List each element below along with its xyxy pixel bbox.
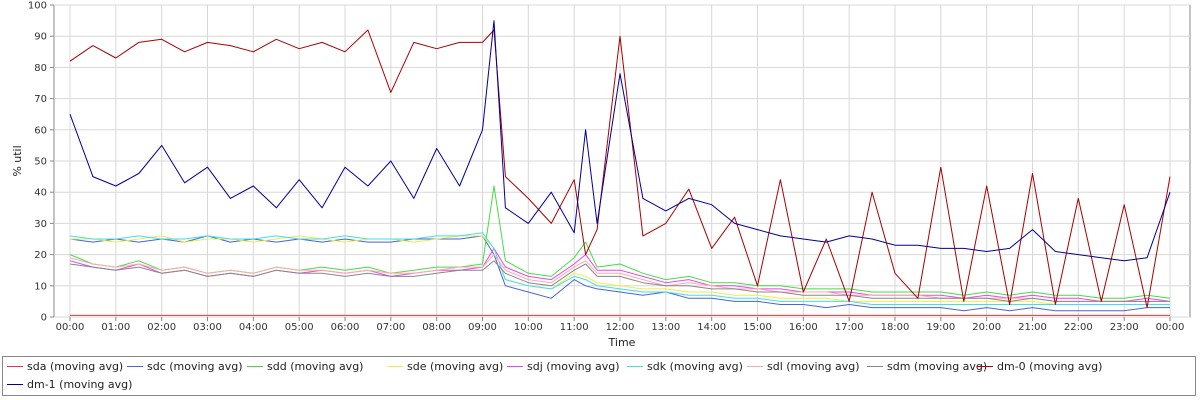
x-tick-label: 20:00 (972, 322, 1001, 333)
series-line-dm-1 (69, 20, 1171, 262)
x-tick-label: 04:00 (239, 322, 268, 333)
y-tick-label: 90 (34, 32, 47, 43)
y-tick-label: 60 (34, 125, 47, 136)
x-tick-label: 01:00 (101, 322, 130, 333)
legend-label: sdj (moving avg) (527, 360, 620, 373)
x-tick-label: 02:00 (147, 322, 176, 333)
legend-label: sde (moving avg) (407, 360, 504, 373)
x-tick-label: 21:00 (1018, 322, 1047, 333)
y-tick-label: 80 (34, 63, 47, 74)
x-tick-label: 14:00 (697, 322, 726, 333)
y-tick-label: 50 (34, 157, 47, 168)
legend-item: sdm (moving avg) (867, 359, 987, 375)
series-line-dm-0 (69, 29, 1171, 309)
x-tick-label: 19:00 (926, 322, 955, 333)
legend-swatch (747, 365, 763, 367)
x-axis-label: Time (608, 336, 636, 349)
legend-item: sde (moving avg) (387, 359, 503, 375)
legend-label: sdl (moving avg) (767, 360, 860, 373)
legend-item: sdl (moving avg) (747, 359, 860, 375)
legend-swatch (7, 383, 23, 385)
legend-item: dm-0 (moving avg) (977, 359, 1102, 375)
x-tick-label: 13:00 (651, 322, 680, 333)
x-tick-label: 16:00 (789, 322, 818, 333)
legend-item: dm-1 (moving avg) (7, 377, 132, 393)
series-line-sdk (69, 232, 1170, 305)
legend-swatch (977, 365, 993, 367)
x-tick-label: 09:00 (468, 322, 497, 333)
x-tick-label: 18:00 (881, 322, 910, 333)
legend-swatch (247, 365, 263, 367)
y-tick-label: 70 (34, 94, 47, 105)
y-tick-label: 100 (28, 1, 47, 12)
legend-item: sdk (moving avg) (627, 359, 743, 375)
x-tick-label: 10:00 (514, 322, 543, 333)
x-tick-label: 17:00 (835, 322, 864, 333)
legend-swatch (867, 365, 883, 367)
legend-swatch (7, 365, 23, 367)
x-axis-ticks: 00:00 01:00 02:00 03:00 04:00 05:00 06:00 07:00… (56, 317, 1185, 333)
x-tick-label: 22:00 (1064, 322, 1093, 333)
x-tick-label: 12:00 (606, 322, 635, 333)
series-lines (69, 20, 1171, 316)
y-tick-label: 30 (34, 219, 47, 230)
legend-swatch (127, 365, 143, 367)
legend-label: dm-0 (moving avg) (997, 360, 1103, 373)
legend-label: sdm (moving avg) (887, 360, 988, 373)
legend-label: sdk (moving avg) (647, 360, 743, 373)
legend-item: sdc (moving avg) (127, 359, 243, 375)
y-axis-ticks: 0 10 20 30 40 50 60 70 80 90 100 (28, 1, 54, 324)
legend-item: sdd (moving avg) (247, 359, 363, 375)
y-tick-label: 0 (41, 313, 47, 324)
series-line-sdm (69, 260, 1170, 302)
legend-swatch (387, 365, 403, 367)
y-tick-label: 10 (34, 281, 47, 292)
x-tick-label: 07:00 (376, 322, 405, 333)
legend-label: sdd (moving avg) (267, 360, 364, 373)
x-tick-label: 03:00 (193, 322, 222, 333)
x-tick-label: 05:00 (285, 322, 314, 333)
x-tick-label: 15:00 (743, 322, 772, 333)
legend-label: sdc (moving avg) (147, 360, 243, 373)
x-tick-label: 06:00 (331, 322, 360, 333)
x-tick-label: 08:00 (422, 322, 451, 333)
legend-item: sdj (moving avg) (507, 359, 620, 375)
y-tick-label: 20 (34, 250, 47, 261)
legend-swatch (627, 365, 643, 367)
legend: sda (moving avg) sdc (moving avg) sdd (mov… (2, 356, 1196, 396)
legend-item: sda (moving avg) (7, 359, 123, 375)
y-tick-label: 40 (34, 188, 47, 199)
x-tick-label: 11:00 (560, 322, 589, 333)
y-axis-label: % util (11, 145, 24, 176)
legend-label: sda (moving avg) (27, 360, 124, 373)
x-tick-label: 00:00 (56, 322, 85, 333)
series-line-sdc (69, 235, 1170, 312)
line-chart: 0 10 20 30 40 50 60 70 80 90 100 00:00 01:00 02:00 03… (11, 1, 1191, 349)
legend-label: dm-1 (moving avg) (27, 378, 133, 391)
legend-swatch (507, 365, 523, 367)
x-tick-label: 00:00 (1156, 322, 1185, 333)
x-tick-label: 23:00 (1110, 322, 1139, 333)
series-line-sde (70, 235, 1170, 305)
